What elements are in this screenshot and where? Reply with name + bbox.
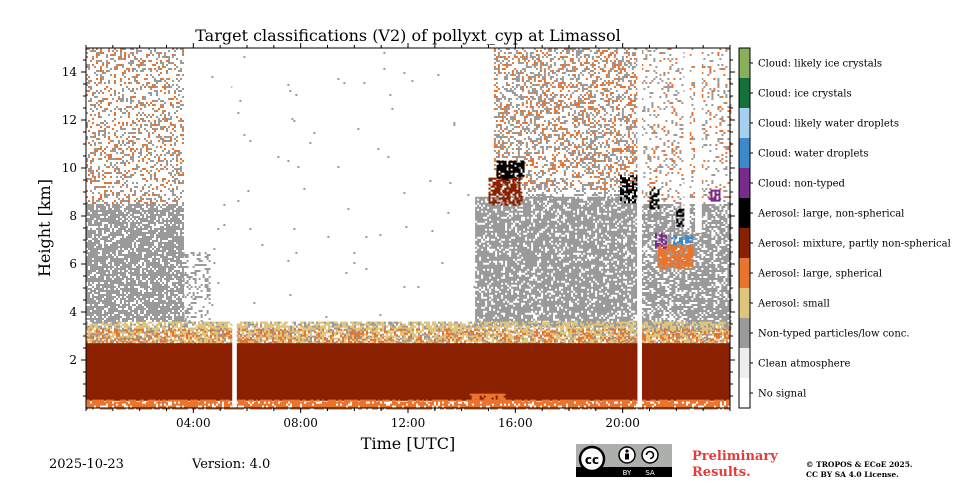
class-region-20 bbox=[649, 187, 660, 210]
plot-area bbox=[86, 48, 732, 410]
class-region-3 bbox=[182, 252, 211, 322]
y-tick-label: 10 bbox=[62, 161, 77, 175]
colorbar-label: Aerosol: large, non-spherical bbox=[757, 209, 904, 220]
preliminary-line-1: Preliminary bbox=[692, 449, 778, 464]
x-axis: 04:00 08:00 12:00 16:00 20:00 bbox=[85, 43, 731, 430]
class-region-10 bbox=[641, 48, 732, 204]
y-tick-label: 12 bbox=[62, 113, 77, 127]
colorbar-label: Non-typed particles/low conc. bbox=[758, 329, 910, 340]
copyright-line-2: CC BY SA 4.0 License. bbox=[806, 470, 899, 479]
no-signal-gap-0 bbox=[232, 48, 237, 408]
class-region-16 bbox=[469, 393, 506, 404]
class-region-5 bbox=[475, 196, 638, 327]
colorbar-label: Cloud: likely water droplets bbox=[758, 119, 899, 130]
colorbar-swatch bbox=[739, 318, 750, 348]
colorbar-label: Aerosol: small bbox=[757, 299, 830, 310]
colorbar-swatch bbox=[739, 138, 750, 168]
class-region-1 bbox=[86, 48, 184, 204]
chart-title: Target classifications (V2) of pollyxt_c… bbox=[195, 26, 621, 45]
preliminary-results-note: Preliminary Results. bbox=[692, 449, 778, 481]
colorbar-swatch bbox=[739, 378, 750, 408]
no-signal-gap-2 bbox=[684, 48, 690, 228]
class-region-24 bbox=[708, 189, 721, 202]
sa-sharealike-icon bbox=[641, 446, 659, 464]
footer-date: 2025-10-23 bbox=[49, 457, 124, 472]
colorbar-swatch bbox=[739, 198, 750, 228]
class-region-2 bbox=[86, 48, 184, 204]
y-tick-label: 6 bbox=[69, 257, 77, 271]
colorbar-label: Clean atmosphere bbox=[758, 359, 851, 370]
colorbar-swatch bbox=[739, 348, 750, 378]
class-region-0 bbox=[86, 204, 184, 322]
colorbar-label: Cloud: ice crystals bbox=[758, 89, 852, 100]
class-region-19 bbox=[620, 175, 638, 204]
x-tick-label: 04:00 bbox=[176, 416, 211, 430]
class-region-7 bbox=[493, 48, 638, 192]
colorbar-label: Aerosol: large, spherical bbox=[757, 269, 882, 280]
class-region-18 bbox=[488, 177, 523, 206]
x-tick-label: 08:00 bbox=[283, 416, 318, 430]
class-region-9 bbox=[641, 48, 732, 204]
y-tick-label: 8 bbox=[69, 209, 77, 223]
colorbar-swatch bbox=[739, 228, 750, 258]
y-axis: 2 4 6 8 10 12 14 bbox=[62, 59, 735, 397]
by-label: BY bbox=[623, 469, 632, 477]
class-region-21 bbox=[657, 244, 694, 269]
class-region-22 bbox=[671, 235, 693, 246]
y-tick-label: 2 bbox=[69, 353, 77, 367]
colorbar-swatch bbox=[739, 258, 750, 288]
class-region-14 bbox=[86, 343, 730, 401]
footer-version: Version: 4.0 bbox=[192, 457, 271, 472]
colorbar-frame bbox=[738, 47, 751, 409]
no-signal-gap-1 bbox=[637, 48, 642, 408]
sa-label: SA bbox=[645, 469, 655, 477]
colorbar-label: Cloud: likely ice crystals bbox=[758, 59, 882, 70]
x-tick-label: 12:00 bbox=[391, 416, 426, 430]
preliminary-line-2: Results. bbox=[692, 465, 751, 480]
colorbar-label: No signal bbox=[758, 389, 806, 400]
class-region-15 bbox=[86, 399, 730, 410]
class-colorbar: Cloud: likely ice crystals Cloud: ice cry… bbox=[738, 47, 951, 409]
colorbar-label: Aerosol: mixture, partly non-spherical bbox=[757, 239, 951, 250]
colorbar-swatch bbox=[739, 48, 750, 78]
colorbar-swatch bbox=[739, 168, 750, 198]
colorbar-swatch bbox=[739, 78, 750, 108]
copyright-note: © TROPOS & ECoE 2025. CC BY SA 4.0 Licen… bbox=[806, 460, 913, 480]
y-tick-label: 4 bbox=[69, 305, 77, 319]
y-tick-label: 14 bbox=[62, 65, 78, 79]
x-tick-label: 16:00 bbox=[498, 416, 533, 430]
class-region-23 bbox=[654, 232, 667, 249]
class-region-17 bbox=[496, 160, 525, 181]
colorbar-label: Cloud: water droplets bbox=[758, 149, 869, 160]
colorbar-label: Cloud: non-typed bbox=[758, 179, 846, 190]
class-region-25 bbox=[676, 208, 687, 227]
colorbar-swatch bbox=[739, 288, 750, 318]
colorbar-swatch bbox=[739, 108, 750, 138]
class-region-4 bbox=[211, 52, 476, 318]
no-signal-gap-3 bbox=[695, 48, 702, 233]
cc-by-sa-badge: cc BY SA bbox=[576, 444, 672, 477]
x-axis-label: Time [UTC] bbox=[361, 434, 455, 453]
copyright-line-1: © TROPOS & ECoE 2025. bbox=[806, 460, 913, 469]
cc-icon bbox=[578, 445, 606, 473]
y-axis-label: Height [km] bbox=[35, 179, 54, 277]
x-tick-label: 20:00 bbox=[605, 416, 640, 430]
cc-icon-label: cc bbox=[585, 453, 599, 467]
